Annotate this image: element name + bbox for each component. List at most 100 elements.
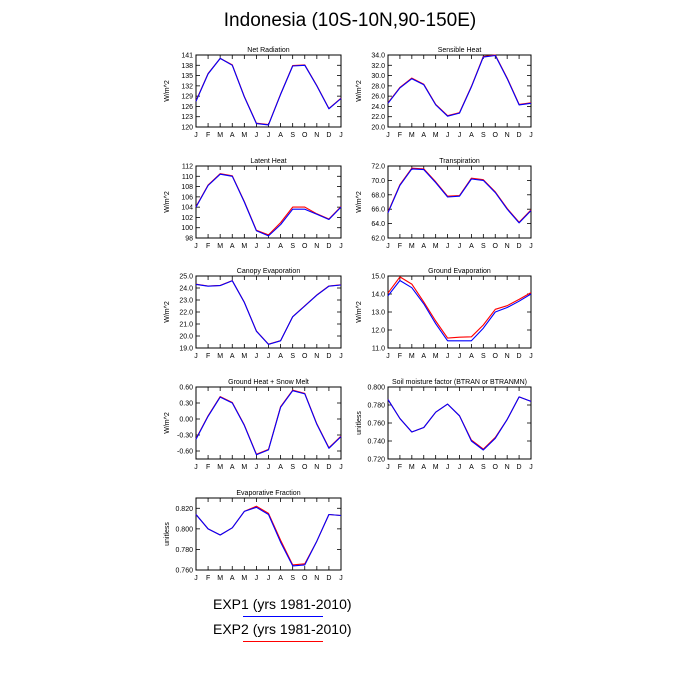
x-tick-label: J <box>267 464 271 471</box>
y-tick-label: 0.30 <box>179 401 193 408</box>
x-tick-label: J <box>458 464 462 471</box>
panel-title: Ground Evaporation <box>428 268 491 275</box>
panel-title: Soil moisture factor (BTRAN or BTRANMN) <box>392 379 527 386</box>
x-tick-label: J <box>386 464 390 471</box>
x-tick-label: J <box>446 353 450 360</box>
series-line-exp1 <box>387 396 532 451</box>
y-tick-label: 22.0 <box>371 114 385 121</box>
x-tick-label: A <box>469 464 474 471</box>
y-tick-label: 23.0 <box>179 298 193 305</box>
x-tick-label: M <box>241 243 247 250</box>
x-tick-label: A <box>421 464 426 471</box>
plot-frame <box>387 165 532 239</box>
y-tick-label: 19.0 <box>179 346 193 353</box>
x-tick-label: M <box>409 243 415 250</box>
x-tick-label: J <box>255 353 259 360</box>
y-tick-label: 126 <box>181 104 193 111</box>
x-tick-label: N <box>505 464 510 471</box>
x-tick-label: A <box>421 353 426 360</box>
y-tick-label: 100 <box>181 225 193 232</box>
x-tick-label: A <box>278 353 283 360</box>
legend-line-exp2 <box>243 641 323 642</box>
x-tick-label: M <box>433 353 439 360</box>
x-tick-label: A <box>421 243 426 250</box>
series-line-exp1 <box>387 279 532 342</box>
y-tick-label: 110 <box>182 174 193 181</box>
x-tick-label: J <box>529 353 533 360</box>
x-tick-label: J <box>255 243 259 250</box>
plot-frame <box>387 386 532 460</box>
x-tick-label: J <box>458 353 462 360</box>
x-tick-label: A <box>230 575 235 582</box>
x-tick-label: A <box>469 132 474 139</box>
y-tick-label: 62.0 <box>371 236 385 243</box>
y-tick-label: 106 <box>181 194 193 201</box>
x-tick-label: J <box>446 132 450 139</box>
x-tick-label: O <box>302 575 308 582</box>
x-tick-label: S <box>481 132 486 139</box>
x-tick-label: M <box>241 353 247 360</box>
x-tick-label: J <box>458 243 462 250</box>
y-tick-label: 72.0 <box>371 164 385 171</box>
chart-panel: Latent Heat W/m^2 98 100 102 104 106 108 110 112 J… <box>164 158 343 250</box>
y-axis-label: unitless <box>164 522 171 546</box>
y-tick-label: 141 <box>181 53 193 60</box>
y-tick-label: 0.780 <box>367 403 385 410</box>
x-tick-label: M <box>217 243 223 250</box>
x-tick-label: J <box>255 575 259 582</box>
x-tick-label: J <box>446 464 450 471</box>
chart-panel: Ground Evaporation W/m^2 11.0 12.0 13.0 14.0 1… <box>356 268 533 360</box>
y-tick-label: 0.800 <box>367 385 385 392</box>
x-tick-label: F <box>398 464 402 471</box>
x-tick-label: J <box>194 243 198 250</box>
x-tick-label: M <box>217 353 223 360</box>
x-tick-label: O <box>493 353 499 360</box>
y-tick-label: 68.0 <box>371 192 385 199</box>
x-tick-label: A <box>278 132 283 139</box>
y-tick-label: 98 <box>185 236 193 243</box>
x-tick-label: J <box>529 132 533 139</box>
x-tick-label: S <box>481 353 486 360</box>
series-line-exp2 <box>195 280 342 345</box>
x-tick-label: A <box>230 353 235 360</box>
x-tick-label: A <box>278 464 283 471</box>
x-tick-label: J <box>529 464 533 471</box>
y-tick-label: 0.760 <box>175 568 193 575</box>
y-tick-label: 22.0 <box>179 310 193 317</box>
y-tick-label: 30.0 <box>371 73 385 80</box>
x-tick-label: D <box>326 464 331 471</box>
y-tick-label: 34.0 <box>371 53 385 60</box>
page-title: Indonesia (10S-10N,90-150E) <box>223 10 477 31</box>
panel-title: Ground Heat + Snow Melt <box>228 379 309 386</box>
y-axis-label: W/m^2 <box>164 191 171 213</box>
series-line-exp1 <box>387 54 532 117</box>
y-tick-label: 28.0 <box>371 83 385 90</box>
x-tick-label: N <box>505 243 510 250</box>
x-tick-label: J <box>339 132 343 139</box>
series-line-exp2 <box>387 167 532 223</box>
x-tick-label: F <box>206 243 210 250</box>
x-tick-label: M <box>217 575 223 582</box>
x-tick-label: M <box>433 243 439 250</box>
legend-label-exp1: EXP1 (yrs 1981-2010) <box>213 596 352 612</box>
series-line-exp2 <box>195 389 342 455</box>
y-axis-label: W/m^2 <box>164 412 171 434</box>
legend-label-exp2: EXP2 (yrs 1981-2010) <box>213 621 352 637</box>
x-tick-label: J <box>194 132 198 139</box>
y-tick-label: 15.0 <box>371 274 385 281</box>
x-tick-label: A <box>278 575 283 582</box>
x-tick-label: O <box>302 464 308 471</box>
y-tick-label: 0.60 <box>179 385 193 392</box>
x-tick-label: J <box>386 243 390 250</box>
y-tick-label: 64.0 <box>371 221 385 228</box>
x-tick-label: N <box>314 243 319 250</box>
y-tick-label: 0.740 <box>367 439 385 446</box>
legend-line-exp1 <box>243 616 323 617</box>
series-line-exp1 <box>387 168 532 224</box>
y-tick-label: 0.820 <box>175 506 193 513</box>
x-tick-label: M <box>409 464 415 471</box>
y-tick-label: -0.30 <box>177 433 193 440</box>
y-tick-label: 104 <box>181 205 193 212</box>
x-tick-label: A <box>421 132 426 139</box>
